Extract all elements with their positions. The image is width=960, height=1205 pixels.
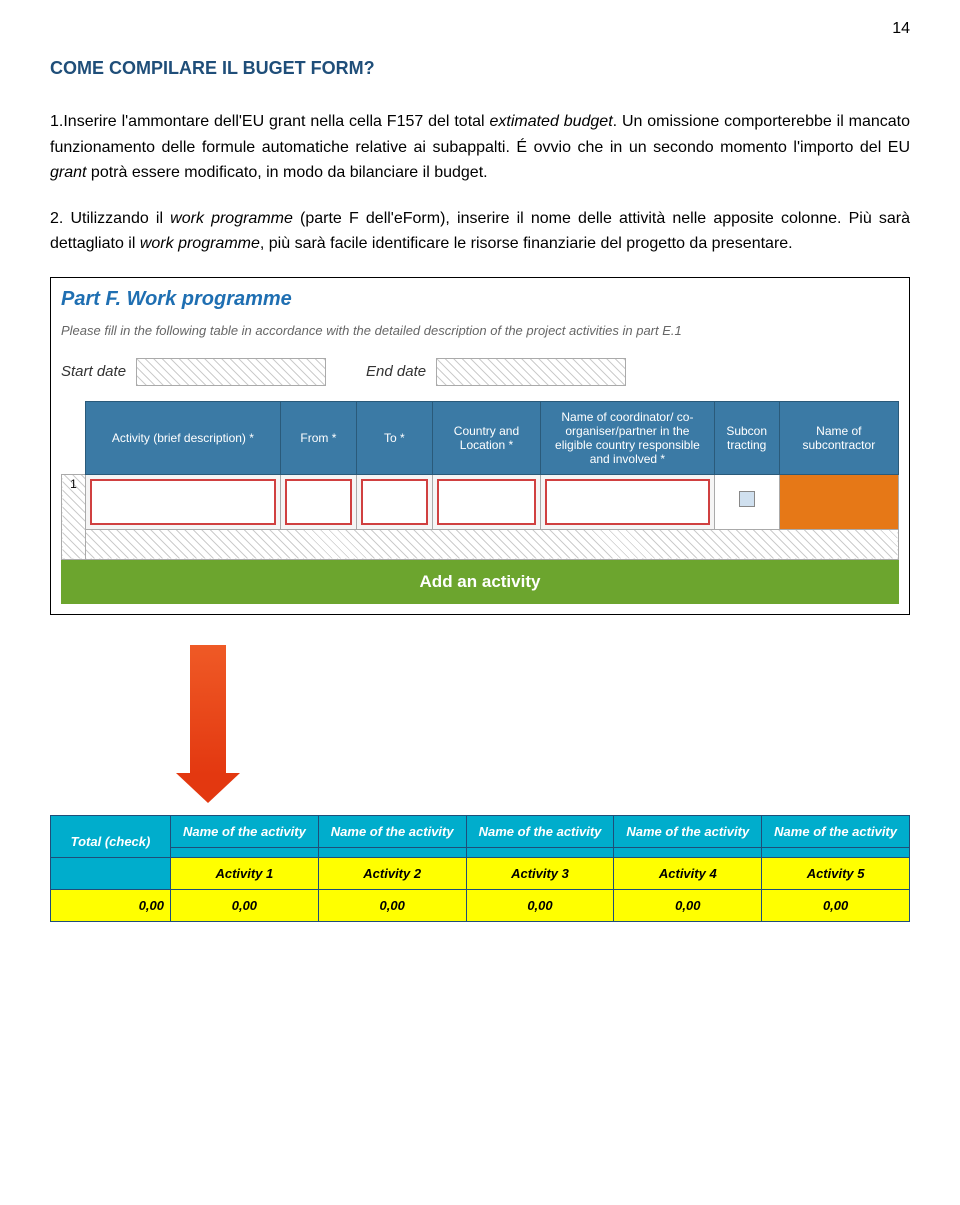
paragraph-2: 2. Utilizzando il work programme (parte … <box>50 206 910 257</box>
activity-2: Activity 2 <box>318 857 466 889</box>
activity-3: Activity 3 <box>466 857 614 889</box>
col-subcontractor: Name of subcontractor <box>779 401 898 474</box>
end-date-label: End date <box>366 363 426 380</box>
subcontractor-cell[interactable] <box>779 474 898 529</box>
col-location: Country and Location * <box>432 401 540 474</box>
summary-table: Total (check) Name of the activity Name … <box>50 815 910 922</box>
table-row-spacer <box>62 529 899 559</box>
section-title: COME COMPILARE IL BUGET FORM? <box>50 58 910 79</box>
paragraph-1: 1.Inserire l'ammontare dell'EU grant nel… <box>50 109 910 186</box>
activity-table: Activity (brief description) * From * To… <box>61 401 899 560</box>
value-5: 0,00 <box>762 889 910 921</box>
value-4: 0,00 <box>614 889 762 921</box>
activity-5: Activity 5 <box>762 857 910 889</box>
summary-activity-row: Activity 1 Activity 2 Activity 3 Activit… <box>51 857 910 889</box>
col-to: To * <box>356 401 432 474</box>
arrow-container <box>50 645 910 775</box>
p2-italic1: work programme <box>170 210 293 227</box>
summary-col-4: Name of the activity <box>614 815 762 847</box>
table-header-row: Activity (brief description) * From * To… <box>62 401 899 474</box>
end-date-field[interactable] <box>436 358 626 386</box>
summary-col-5: Name of the activity <box>762 815 910 847</box>
activity-input[interactable] <box>85 474 280 529</box>
page-number: 14 <box>50 20 910 38</box>
p2-prefix: 2. Utilizzando il <box>50 210 170 227</box>
total-value: 0,00 <box>51 889 171 921</box>
row-number: 1 <box>62 474 86 559</box>
start-date-field[interactable] <box>136 358 326 386</box>
work-programme-form: Part F. Work programme Please fill in th… <box>50 277 910 615</box>
p2-suffix: , più sarà facile identificare le risors… <box>260 235 793 252</box>
summary-col-1: Name of the activity <box>171 815 319 847</box>
value-3: 0,00 <box>466 889 614 921</box>
coordinator-input[interactable] <box>541 474 714 529</box>
activity-4: Activity 4 <box>614 857 762 889</box>
total-check-label: Total (check) <box>51 815 171 857</box>
col-subcon: Subcon tracting <box>714 401 779 474</box>
form-instruction: Please fill in the following table in ac… <box>61 323 899 338</box>
col-activity: Activity (brief description) * <box>85 401 280 474</box>
p1-italic1: extimated budget <box>489 113 612 130</box>
from-input[interactable] <box>280 474 356 529</box>
p2-italic2: work programme <box>140 235 260 252</box>
summary-values-row: 0,00 0,00 0,00 0,00 0,00 0,00 <box>51 889 910 921</box>
add-activity-button[interactable]: Add an activity <box>61 560 899 604</box>
end-date-group: End date <box>366 358 626 386</box>
date-row: Start date End date <box>61 358 899 386</box>
table-row: 1 <box>62 474 899 529</box>
p1-suffix: potrà essere modificato, in modo da bila… <box>86 164 487 181</box>
to-input[interactable] <box>356 474 432 529</box>
summary-col-2: Name of the activity <box>318 815 466 847</box>
value-2: 0,00 <box>318 889 466 921</box>
summary-spacer-row <box>51 847 910 857</box>
arrow-icon <box>190 645 226 775</box>
summary-col-3: Name of the activity <box>466 815 614 847</box>
activity-1: Activity 1 <box>171 857 319 889</box>
col-coordinator: Name of coordinator/ co-organiser/partne… <box>541 401 714 474</box>
col-from: From * <box>280 401 356 474</box>
value-1: 0,00 <box>171 889 319 921</box>
location-input[interactable] <box>432 474 540 529</box>
form-header: Part F. Work programme <box>61 288 899 311</box>
p1-text: 1.Inserire l'ammontare dell'EU grant nel… <box>50 113 489 130</box>
start-date-group: Start date <box>61 358 326 386</box>
summary-header-row: Total (check) Name of the activity Name … <box>51 815 910 847</box>
start-date-label: Start date <box>61 363 126 380</box>
subcon-checkbox[interactable] <box>714 474 779 529</box>
p1-italic2: grant <box>50 164 86 181</box>
